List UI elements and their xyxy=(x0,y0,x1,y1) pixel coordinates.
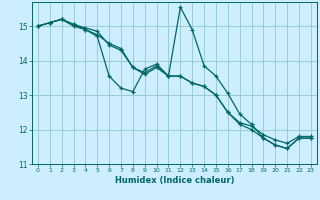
X-axis label: Humidex (Indice chaleur): Humidex (Indice chaleur) xyxy=(115,176,234,185)
